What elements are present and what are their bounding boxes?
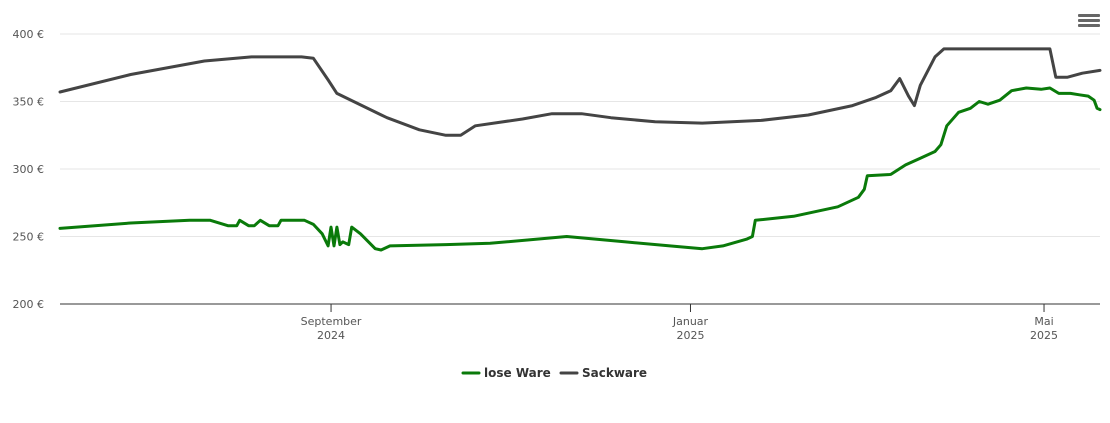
x-tick-label-month: September (301, 315, 362, 328)
menu-bar-3 (1078, 24, 1100, 27)
legend-item-lose-ware[interactable]: lose Ware (461, 366, 551, 380)
menu-bar-2 (1078, 19, 1100, 22)
series-lines (58, 47, 1102, 252)
x-tick-label-year: 2025 (676, 329, 704, 342)
x-tick-label-year: 2025 (1030, 329, 1058, 342)
y-axis-tick-labels: 200 € 250 € 300 € 350 € 400 € (13, 28, 45, 311)
hamburger-menu-icon[interactable] (1078, 12, 1100, 32)
y-tick-label: 400 € (13, 28, 45, 41)
y-tick-label: 200 € (13, 298, 45, 311)
legend-item-sackware[interactable]: Sackware (559, 366, 647, 380)
legend[interactable]: lose Ware Sackware (461, 366, 647, 380)
legend-label: Sackware (582, 366, 647, 380)
series-line-sackware (58, 47, 1102, 137)
x-tick-label-month: Januar (672, 315, 709, 328)
x-tick-label-month: Mai (1034, 315, 1053, 328)
y-tick-label: 350 € (13, 96, 45, 109)
y-tick-label: 300 € (13, 163, 45, 176)
series-line-lose-ware (58, 86, 1102, 252)
menu-bar-1 (1078, 14, 1100, 17)
x-tick-label-year: 2024 (317, 329, 345, 342)
legend-label: lose Ware (484, 366, 551, 380)
y-tick-label: 250 € (13, 231, 45, 244)
